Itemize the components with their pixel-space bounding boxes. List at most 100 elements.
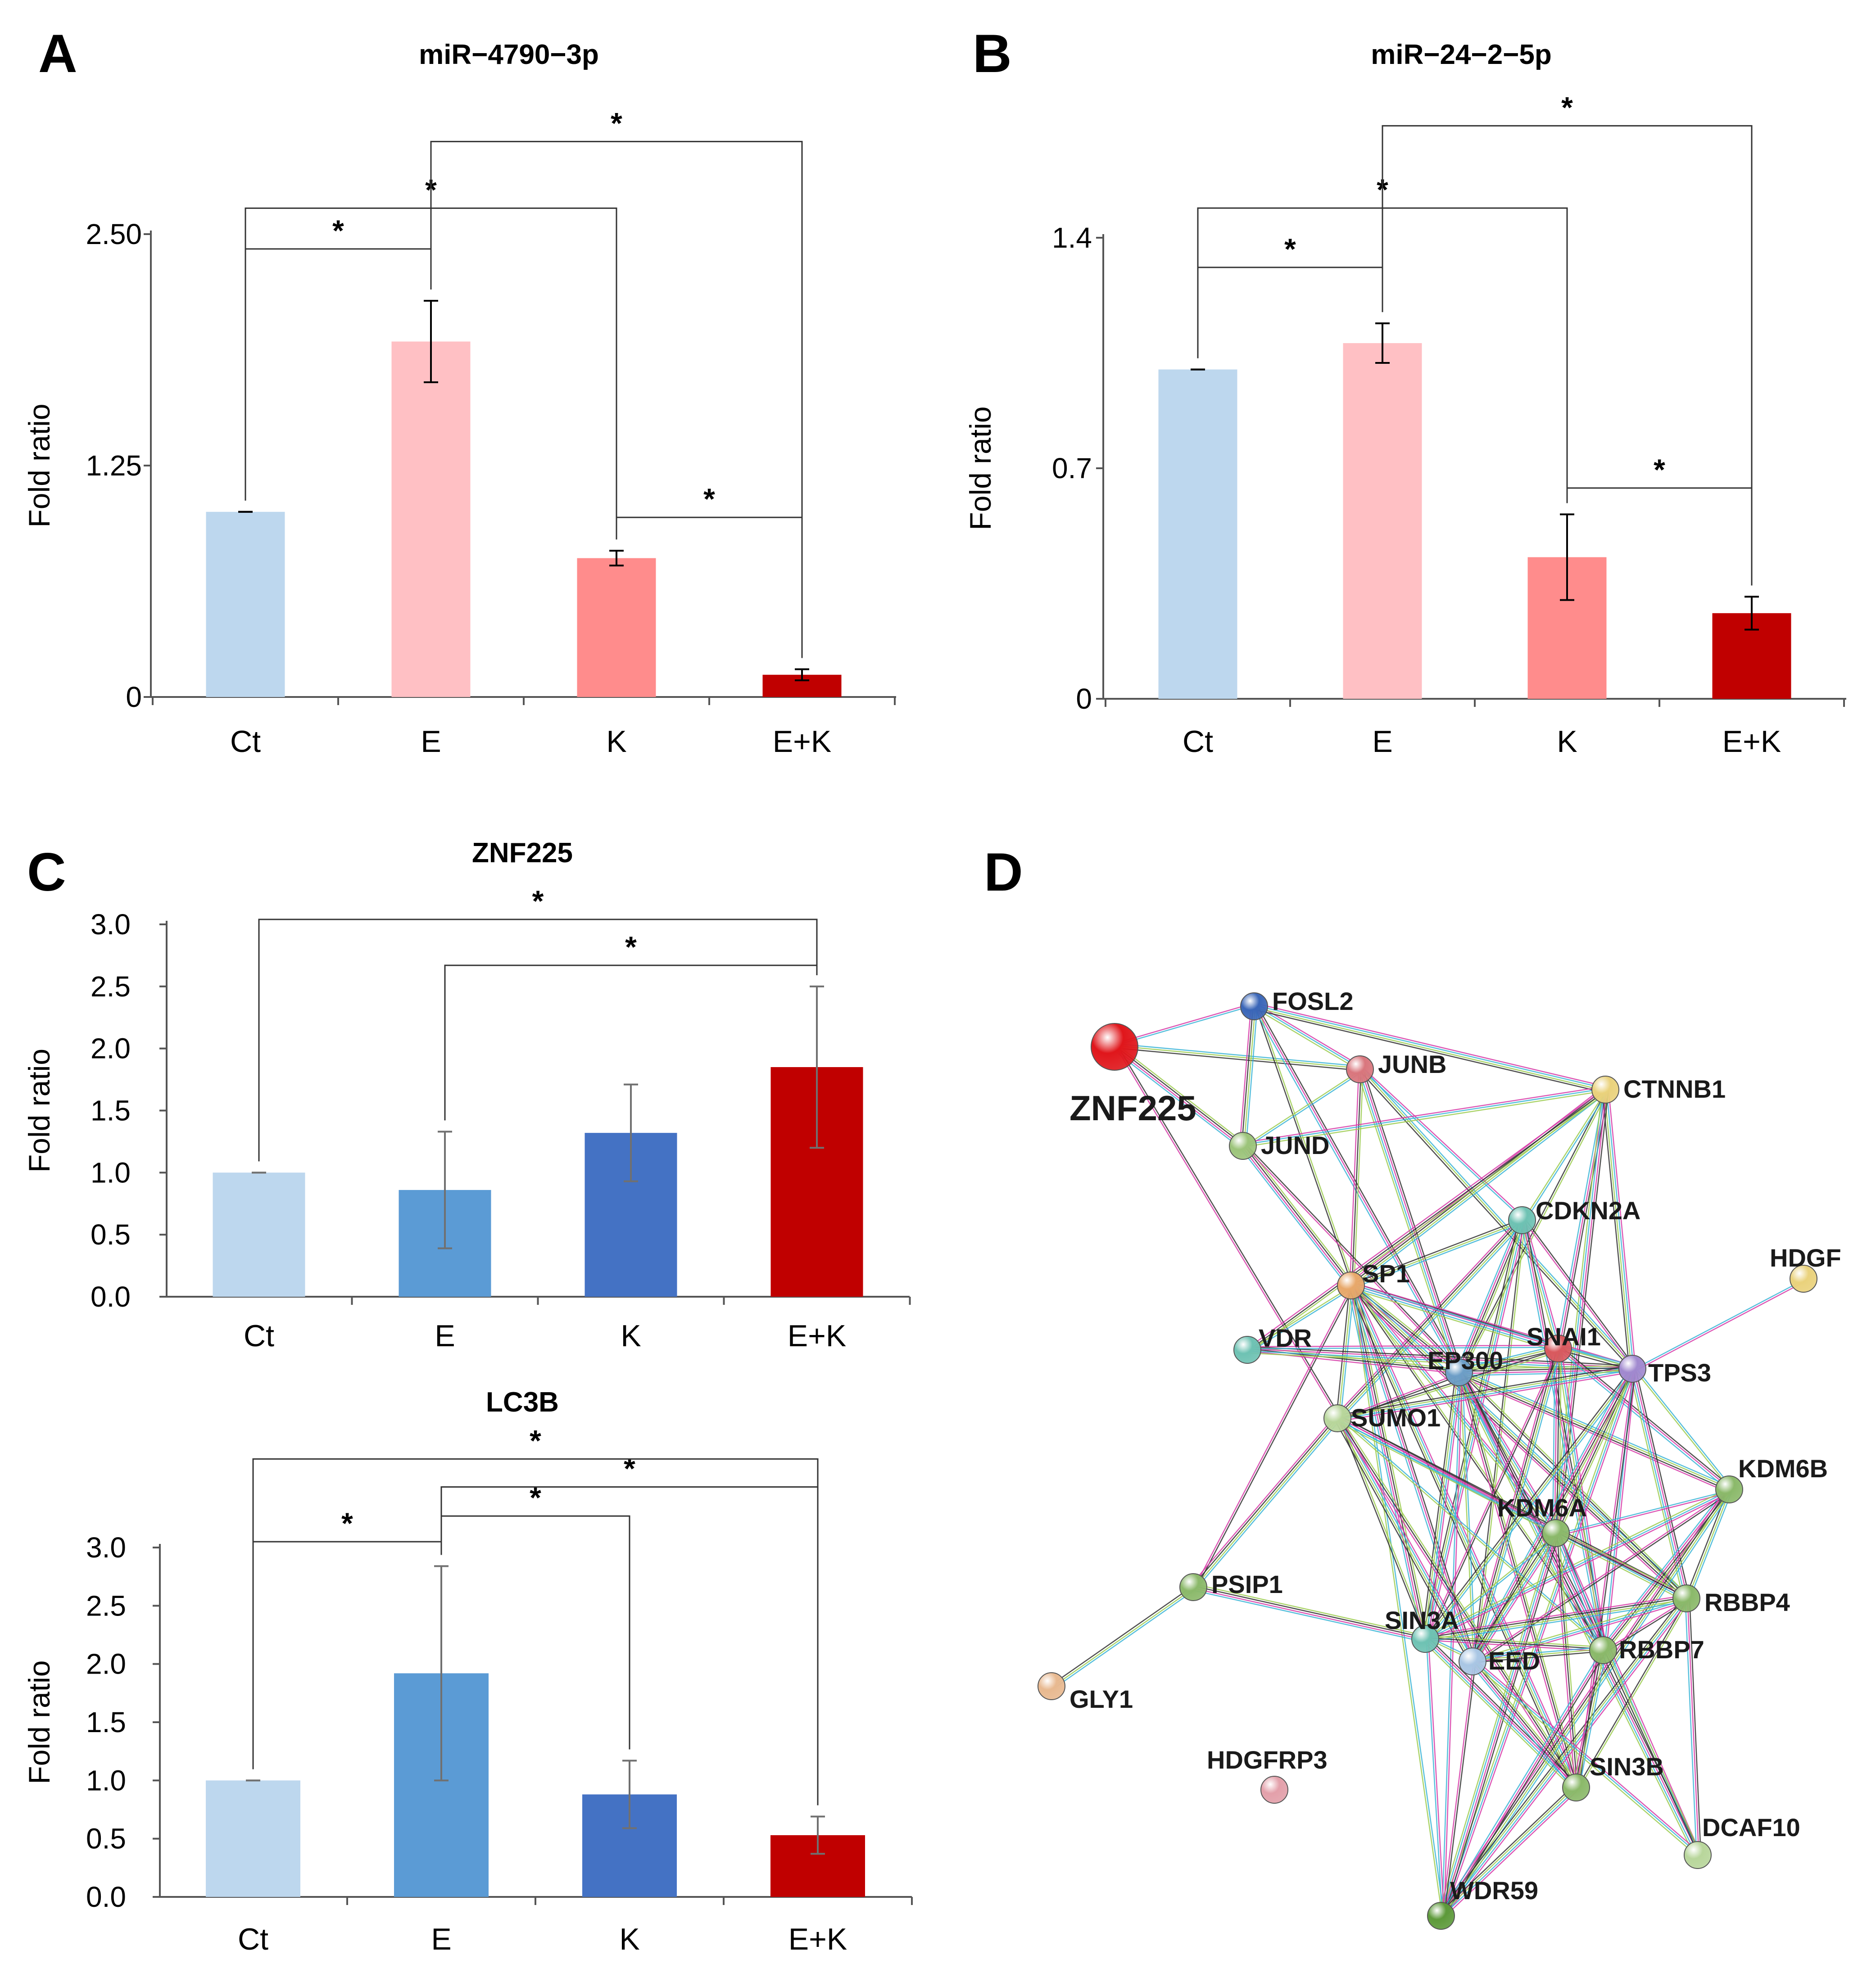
edge-sin3a-wdr59	[1427, 1638, 1445, 1916]
edge-ep300-eed	[1459, 1372, 1474, 1661]
edge-snai1-rbbp7	[1556, 1349, 1603, 1651]
edge-tps3-rbbp4	[1633, 1368, 1688, 1598]
edge-hdgf-tps3	[1633, 1281, 1805, 1372]
edge-eed-sin3b	[1471, 1661, 1576, 1789]
y-tick-label: 2.0	[91, 1032, 131, 1065]
edge-junb-sp1	[1351, 1069, 1362, 1286]
node-label-kdm6b: KDM6B	[1738, 1454, 1828, 1483]
edge-psip1-sin3a	[1192, 1589, 1425, 1643]
node-label-dcaf10: DCAF10	[1702, 1813, 1800, 1842]
edge-rbbp7-wdr59	[1441, 1650, 1605, 1917]
bar-e	[1343, 343, 1422, 699]
node-kdm6a	[1542, 1519, 1570, 1547]
edge-ep300-tps3	[1459, 1365, 1632, 1370]
edge-ep300-rbbp7	[1457, 1372, 1603, 1651]
edge-tps3-sumo1	[1337, 1367, 1632, 1418]
edge-rbbp4-wdr59	[1440, 1597, 1686, 1916]
edge-sin3b-wdr59	[1438, 1785, 1575, 1914]
edge-fosl2-jund	[1239, 1006, 1252, 1146]
edge-ep300-sin3b	[1457, 1372, 1576, 1788]
edge-ep300-snai1	[1459, 1347, 1558, 1372]
edge-kdm6b-rbbp7	[1600, 1487, 1727, 1649]
edge-jund-ctnnb1	[1242, 1088, 1605, 1145]
node-label-vdr: VDR	[1259, 1324, 1312, 1352]
node-wdr59	[1427, 1902, 1455, 1930]
node-tps3	[1618, 1355, 1646, 1383]
edge-kdm6b-rbbp4	[1687, 1489, 1731, 1599]
node-sumo1	[1323, 1404, 1351, 1432]
significance-bracket	[430, 140, 803, 658]
edge-znf225-jund	[1116, 1044, 1246, 1144]
edge-sp1-vdr	[1247, 1286, 1352, 1352]
edge-cdkn2a-sin3a	[1423, 1220, 1522, 1639]
edge-sp1-sumo1	[1340, 1285, 1355, 1419]
edge-cdkn2a-rbbp7	[1524, 1219, 1607, 1650]
edge-cdkn2a-sp1	[1350, 1218, 1522, 1285]
y-tick-label: 1.0	[91, 1156, 131, 1189]
edge-sin3a-rbbp7	[1425, 1635, 1604, 1648]
edge-sumo1-psip1	[1193, 1418, 1339, 1588]
edge-znf225-junb	[1115, 1045, 1360, 1069]
node-label-ctnnb1: CTNNB1	[1623, 1075, 1726, 1103]
node-label-wdr59: WDR59	[1450, 1876, 1538, 1905]
y-axis-label: Fold ratio	[964, 406, 997, 530]
edge-tps3-eed	[1469, 1367, 1630, 1661]
edge-kdm6b-wdr59	[1438, 1487, 1727, 1914]
edge-eed-wdr59	[1441, 1661, 1474, 1916]
edge-ep300-dcaf10	[1455, 1373, 1695, 1857]
edge-rbbp4-wdr59	[1441, 1598, 1688, 1917]
edge-rbbp7-sin3b	[1574, 1650, 1603, 1787]
edge-snai1-kdm6a	[1552, 1348, 1556, 1533]
chart-znf225: ZNF225 Fold ratio 0.0 0.5 1.0 1.5 2.0 2.5 3.0 Ct E…	[23, 837, 911, 1353]
edge-eed-dcaf10	[1473, 1660, 1699, 1855]
edge-junb-ep300	[1356, 1070, 1457, 1374]
significance-bracket	[258, 919, 818, 1162]
edge-rbbp7-sin3b	[1577, 1650, 1605, 1788]
edge-psip1-gly1	[1050, 1585, 1193, 1686]
node-sin3b	[1562, 1774, 1590, 1801]
edge-hdgf-tps3	[1632, 1279, 1804, 1371]
y-tick-label: 1.0	[86, 1764, 126, 1797]
edge-rbbp4-rbbp7	[1603, 1599, 1687, 1652]
edge-rbbp4-wdr59	[1443, 1600, 1690, 1919]
edge-snai1-eed	[1471, 1348, 1558, 1661]
node-label-gly1: GLY1	[1069, 1685, 1133, 1713]
edge-sumo1-psip1	[1190, 1416, 1336, 1586]
edge-sumo1-psip1	[1195, 1420, 1341, 1590]
edge-psip1-gly1	[1053, 1589, 1196, 1689]
edge-junb-sp1	[1353, 1069, 1364, 1286]
edge-tps3-rbbp7	[1605, 1369, 1636, 1651]
edge-fosl2-ep300	[1255, 1005, 1461, 1372]
edge-tps3-rbbp7	[1604, 1369, 1634, 1651]
edge-junb-tps3	[1360, 1068, 1634, 1369]
edge-sp1-ep300	[1352, 1282, 1462, 1371]
edge-jund-ctnnb1	[1242, 1086, 1605, 1144]
edge-cdkn2a-sumo1	[1336, 1219, 1522, 1418]
y-axis-label: Fold ratio	[23, 1660, 56, 1784]
edge-rbbp4-wdr59	[1438, 1596, 1685, 1914]
edge-rbbp4-eed	[1473, 1601, 1688, 1665]
edge-sp1-wdr59	[1353, 1285, 1445, 1916]
edge-tps3-kdm6b	[1632, 1367, 1731, 1489]
string-network: ZNF225 FOSL2 JUNB JUND CTNNB1 CDKN2A HDGF SP1 SN…	[1038, 987, 1841, 1930]
node-hdgf	[1790, 1265, 1817, 1293]
edge-sumo1-rbbp4	[1336, 1421, 1686, 1602]
edge-tps3-sumo1	[1337, 1369, 1633, 1420]
node-label-snai1: SNAI1	[1527, 1322, 1601, 1351]
significance-bracket	[1382, 125, 1753, 586]
bar-k	[577, 558, 656, 697]
panel-label-d: D	[984, 842, 1023, 902]
edge-jund-sp1	[1243, 1145, 1352, 1285]
edge-znf225-jund	[1115, 1045, 1244, 1146]
node-label-jund: JUND	[1261, 1131, 1329, 1159]
network-edges	[1050, 1002, 1805, 1919]
category-label-ct: Ct	[1183, 724, 1213, 759]
category-label-e-k: E+K	[773, 724, 831, 759]
edge-sp1-sin3b	[1351, 1285, 1578, 1787]
node-hdgfrp3	[1260, 1776, 1288, 1804]
category-label-e: E	[435, 1319, 455, 1353]
edge-rbbp4-eed	[1472, 1597, 1686, 1661]
y-tick-label: 0.0	[91, 1281, 131, 1313]
significance-star: *	[624, 1452, 635, 1485]
edge-ctnnb1-kdm6a	[1556, 1090, 1607, 1534]
